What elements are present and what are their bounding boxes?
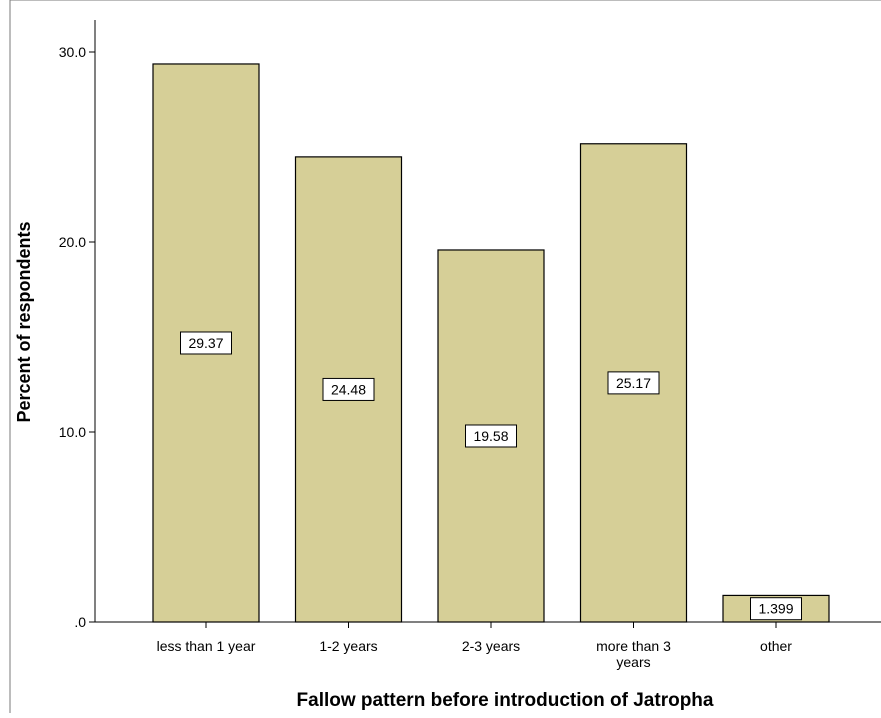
bars-layer: 29.37 24.48 19.58 25.17 1.399	[152, 63, 830, 623]
data-label-box	[465, 424, 517, 448]
data-label-box	[322, 377, 375, 401]
data-label-box	[607, 371, 660, 395]
y-tick-label: 10.0	[59, 424, 86, 440]
y-axis-label: Percent of respondents	[14, 221, 34, 422]
data-label-box	[180, 331, 232, 355]
data-label: 1.399	[758, 601, 793, 617]
data-label: 19.58	[473, 428, 508, 444]
y-tick-label: 20.0	[59, 234, 86, 250]
y-tick-label: .0	[74, 614, 86, 630]
x-tick-label: other	[760, 638, 792, 654]
data-label: 24.48	[331, 381, 366, 397]
axes-layer: .0 10.0 20.0 30.0 less than 1 year 1-2 years 2…	[59, 20, 881, 670]
data-label: 25.17	[616, 375, 651, 391]
x-axis-label: Fallow pattern before introduction of Ja…	[297, 690, 714, 711]
data-label-box	[750, 597, 802, 621]
x-tick-label: 2-3 years	[462, 638, 520, 654]
data-label: 29.37	[188, 335, 223, 351]
x-tick-label: 1-2 years	[319, 638, 377, 654]
x-tick-label: less than 1 year	[157, 638, 256, 654]
y-tick-label: 30.0	[59, 44, 86, 60]
x-tick-label: more than 3 years	[596, 638, 671, 670]
